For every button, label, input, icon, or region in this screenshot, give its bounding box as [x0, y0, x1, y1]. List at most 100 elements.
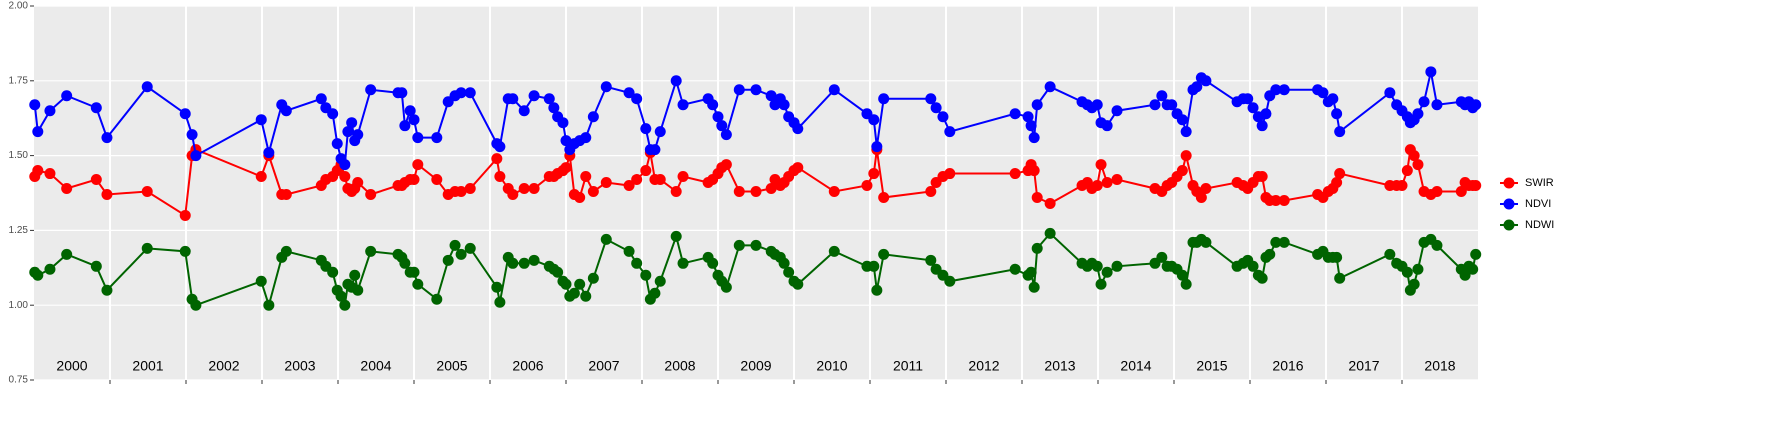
point — [518, 105, 530, 117]
point — [925, 93, 937, 105]
point — [1200, 236, 1212, 248]
point — [404, 105, 416, 117]
point — [1247, 102, 1259, 114]
point — [1156, 251, 1168, 263]
point — [1278, 236, 1290, 248]
legend-label: NDVI — [1525, 198, 1551, 210]
point — [346, 117, 358, 129]
point — [179, 245, 191, 257]
point — [365, 84, 377, 96]
point — [631, 93, 643, 105]
point — [1270, 194, 1282, 206]
point — [263, 147, 275, 159]
point — [1467, 263, 1479, 275]
point — [349, 269, 361, 281]
point — [1431, 99, 1443, 111]
point — [765, 183, 777, 195]
point — [455, 186, 467, 198]
point — [327, 108, 339, 120]
point — [352, 129, 364, 141]
point — [783, 266, 795, 278]
point — [455, 87, 467, 99]
point — [560, 162, 572, 174]
point — [1176, 165, 1188, 177]
point — [871, 284, 883, 296]
point — [1384, 248, 1396, 260]
point — [1191, 81, 1203, 93]
y-tick-label: 1.75 — [9, 75, 29, 86]
point — [335, 290, 347, 302]
point — [712, 111, 724, 123]
year-label: 2008 — [664, 358, 695, 374]
point — [1455, 186, 1467, 198]
point — [1200, 75, 1212, 87]
point — [29, 99, 41, 111]
year-label: 2018 — [1424, 358, 1455, 374]
point — [90, 174, 102, 186]
point — [101, 188, 113, 200]
legend-label: NDWI — [1525, 219, 1554, 231]
point — [930, 102, 942, 114]
point — [315, 93, 327, 105]
point — [352, 177, 364, 189]
point — [44, 105, 56, 117]
point — [649, 287, 661, 299]
year-label: 2002 — [208, 358, 239, 374]
point — [399, 120, 411, 132]
point — [631, 257, 643, 269]
point — [868, 168, 880, 180]
point — [574, 278, 586, 290]
point — [507, 257, 519, 269]
point — [412, 132, 424, 144]
point — [878, 93, 890, 105]
point — [179, 108, 191, 120]
point — [1166, 99, 1178, 111]
point — [1101, 266, 1113, 278]
point — [587, 186, 599, 198]
point — [1025, 120, 1037, 132]
year-label: 2009 — [740, 358, 771, 374]
point — [580, 171, 592, 183]
point — [716, 120, 728, 132]
point — [654, 275, 666, 287]
point — [280, 188, 292, 200]
point — [548, 102, 560, 114]
point — [90, 260, 102, 272]
point — [1009, 263, 1021, 275]
point — [280, 245, 292, 257]
point — [491, 281, 503, 293]
point — [1176, 114, 1188, 126]
point — [1091, 180, 1103, 192]
point — [944, 275, 956, 287]
point — [44, 168, 56, 180]
point — [1331, 108, 1343, 120]
point — [408, 174, 420, 186]
point — [494, 171, 506, 183]
point — [90, 102, 102, 114]
point — [925, 254, 937, 266]
point — [861, 180, 873, 192]
point — [412, 159, 424, 171]
point — [640, 269, 652, 281]
year-label: 2011 — [893, 358, 923, 374]
point — [1264, 248, 1276, 260]
point — [670, 75, 682, 87]
point — [778, 99, 790, 111]
point — [1431, 239, 1443, 251]
year-label: 2003 — [284, 358, 315, 374]
point — [1242, 93, 1254, 105]
point — [1101, 177, 1113, 189]
point — [750, 84, 762, 96]
year-label: 2010 — [816, 358, 847, 374]
point — [1101, 120, 1113, 132]
point — [494, 141, 506, 153]
point — [190, 150, 202, 162]
point — [828, 84, 840, 96]
point — [1156, 90, 1168, 102]
point — [670, 230, 682, 242]
point — [32, 269, 44, 281]
point — [255, 171, 267, 183]
point — [32, 126, 44, 138]
point — [1256, 171, 1268, 183]
point — [255, 114, 267, 126]
